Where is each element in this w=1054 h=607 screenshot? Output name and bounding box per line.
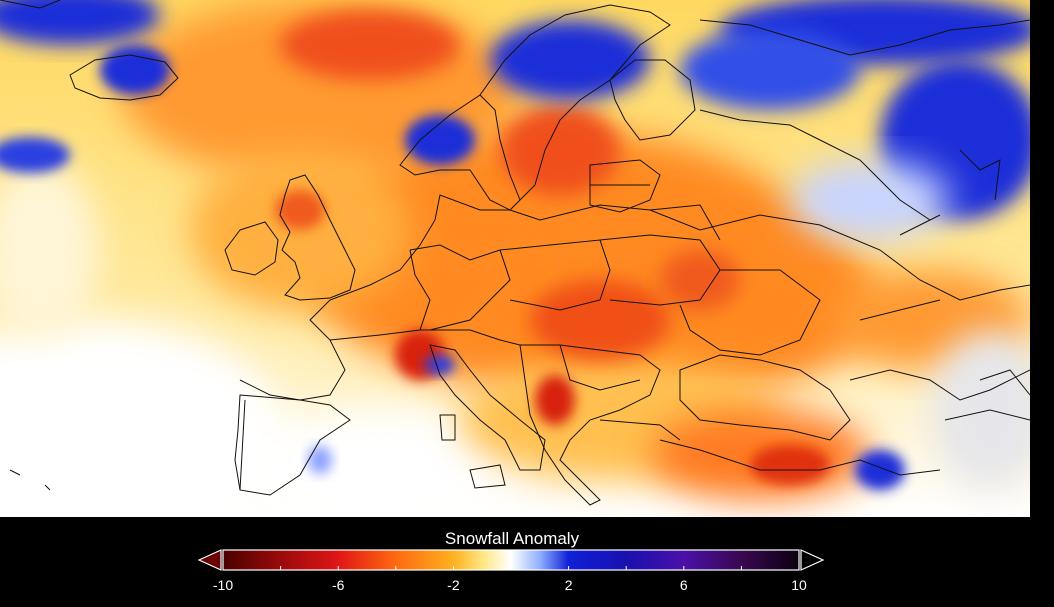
colorbar-tick-label: 10: [791, 577, 807, 593]
right-margin: [1030, 0, 1054, 517]
colorbar-tick-label: -10: [212, 577, 234, 593]
snowfall-anomaly-map: [0, 0, 1030, 517]
colorbar-tick-label: 6: [679, 577, 688, 593]
country-borders: [0, 0, 1030, 506]
colorbar-tick-label: -6: [331, 577, 345, 593]
colorbar-left-arrow: [197, 549, 222, 571]
colorbar: [197, 549, 825, 571]
legend-title: Snowfall Anomaly: [444, 529, 580, 548]
colorbar-tick-label: -2: [447, 577, 460, 593]
anomaly-field: [0, 0, 1030, 517]
colorbar-tick-label: 2: [564, 577, 573, 593]
colorbar-ticks: [222, 566, 800, 570]
colorbar-right-arrow: [800, 549, 825, 571]
